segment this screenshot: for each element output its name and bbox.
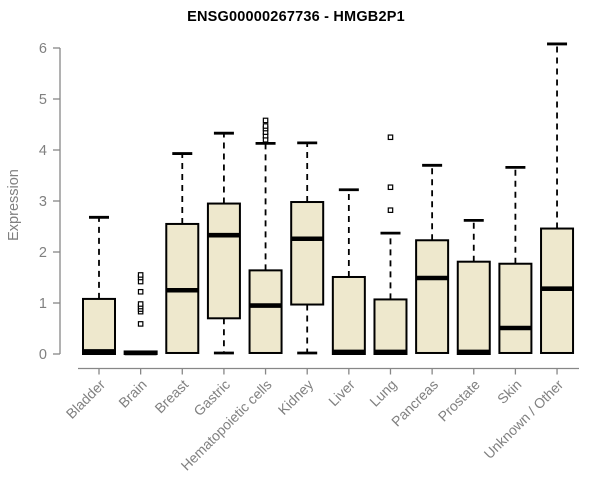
box-rect [82,297,116,356]
box-rect [206,202,241,320]
box-group-liver [331,188,366,355]
x-tick-label-breast: Breast [151,376,191,416]
box-group-hematopoietic-cells [248,117,283,354]
box-rect [415,239,450,354]
x-tick-label-kidney: Kidney [275,376,317,418]
box-rect [456,260,491,355]
box-rect [290,201,325,306]
box-group-bladder [82,215,116,356]
y-tick-label: 3 [39,194,47,210]
outlier-point [137,301,144,307]
x-tick-label-skin: Skin [494,376,525,407]
outlier-point [387,207,394,213]
outlier-point [137,272,144,278]
outlier-point [387,134,394,141]
box-rect [373,298,408,355]
x-tick-label-liver: Liver [325,376,358,409]
outlier-point [262,117,269,124]
box-group-skin [498,165,533,354]
x-tick-label-lung: Lung [366,376,399,409]
box-group-pancreas [415,163,450,354]
box-group-gastric [206,131,241,355]
outlier-point [137,321,144,327]
box-group-prostate [456,218,491,355]
x-tick-label-bladder: Bladder [63,376,109,422]
y-tick-label: 1 [39,296,47,312]
y-tick-label: 0 [39,347,47,363]
x-tick-label-unknown-other: Unknown / Other [481,376,567,462]
box-rect [498,262,533,354]
box-rect [331,275,366,355]
box-group-breast [165,152,200,354]
outlier-point [387,184,394,191]
box-rect [248,269,283,354]
x-tick-label-brain: Brain [115,376,149,410]
chart-title: ENSG00000267736 - HMGB2P1 [187,9,405,25]
outlier-point [262,123,269,129]
y-tick-label: 5 [39,92,47,108]
box-group-kidney [290,141,325,355]
box-group-lung [373,134,408,355]
y-tick-label: 4 [39,143,47,159]
box-group-unknown-other [540,42,575,354]
outlier-point [137,288,144,295]
y-tick-label: 6 [39,41,47,57]
box-group-brain [123,272,158,356]
x-tick-label-prostate: Prostate [435,376,483,424]
y-tick-label: 2 [39,245,47,261]
